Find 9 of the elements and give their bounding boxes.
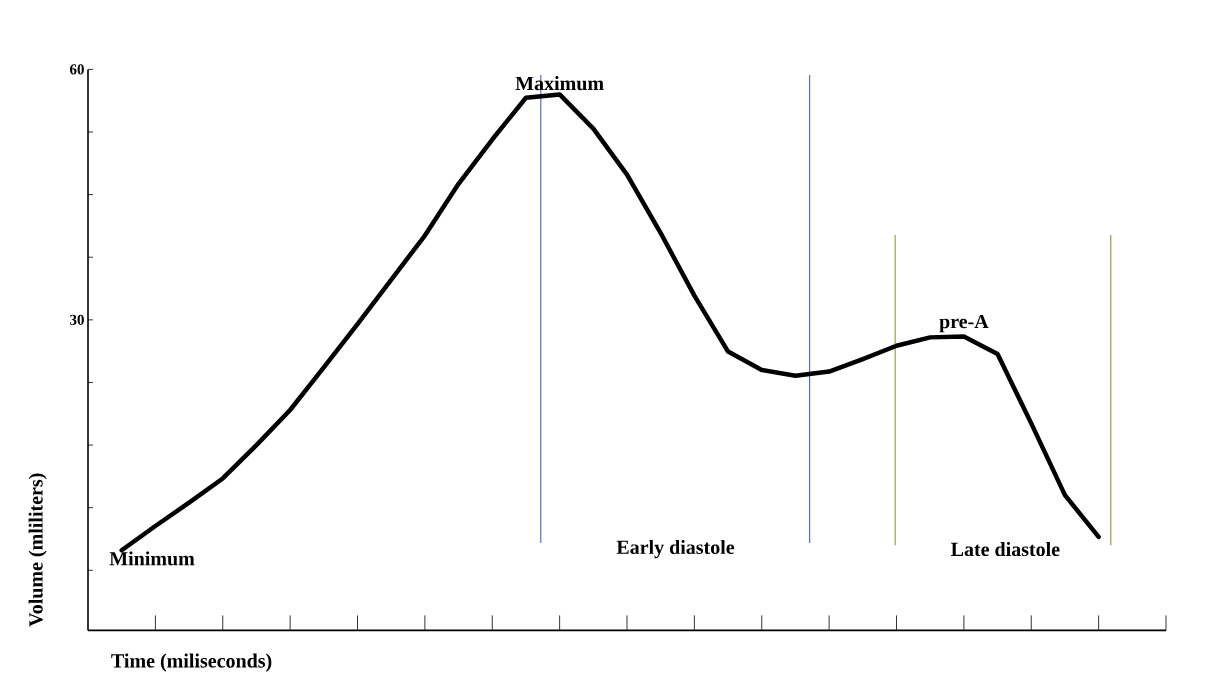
- y-tick-label: 60: [70, 64, 84, 75]
- y-tick-label: 30: [70, 314, 84, 325]
- x-axis-title: Time (miliseconds): [111, 653, 272, 672]
- annotation: Late diastole: [951, 542, 1060, 557]
- y-axis-title: Volume (mliliters): [28, 473, 47, 627]
- annotation: Minimum: [109, 551, 195, 566]
- annotation: Maximum: [515, 76, 604, 91]
- annotation: pre-A: [939, 314, 989, 333]
- annotation: Early diastole: [616, 539, 735, 559]
